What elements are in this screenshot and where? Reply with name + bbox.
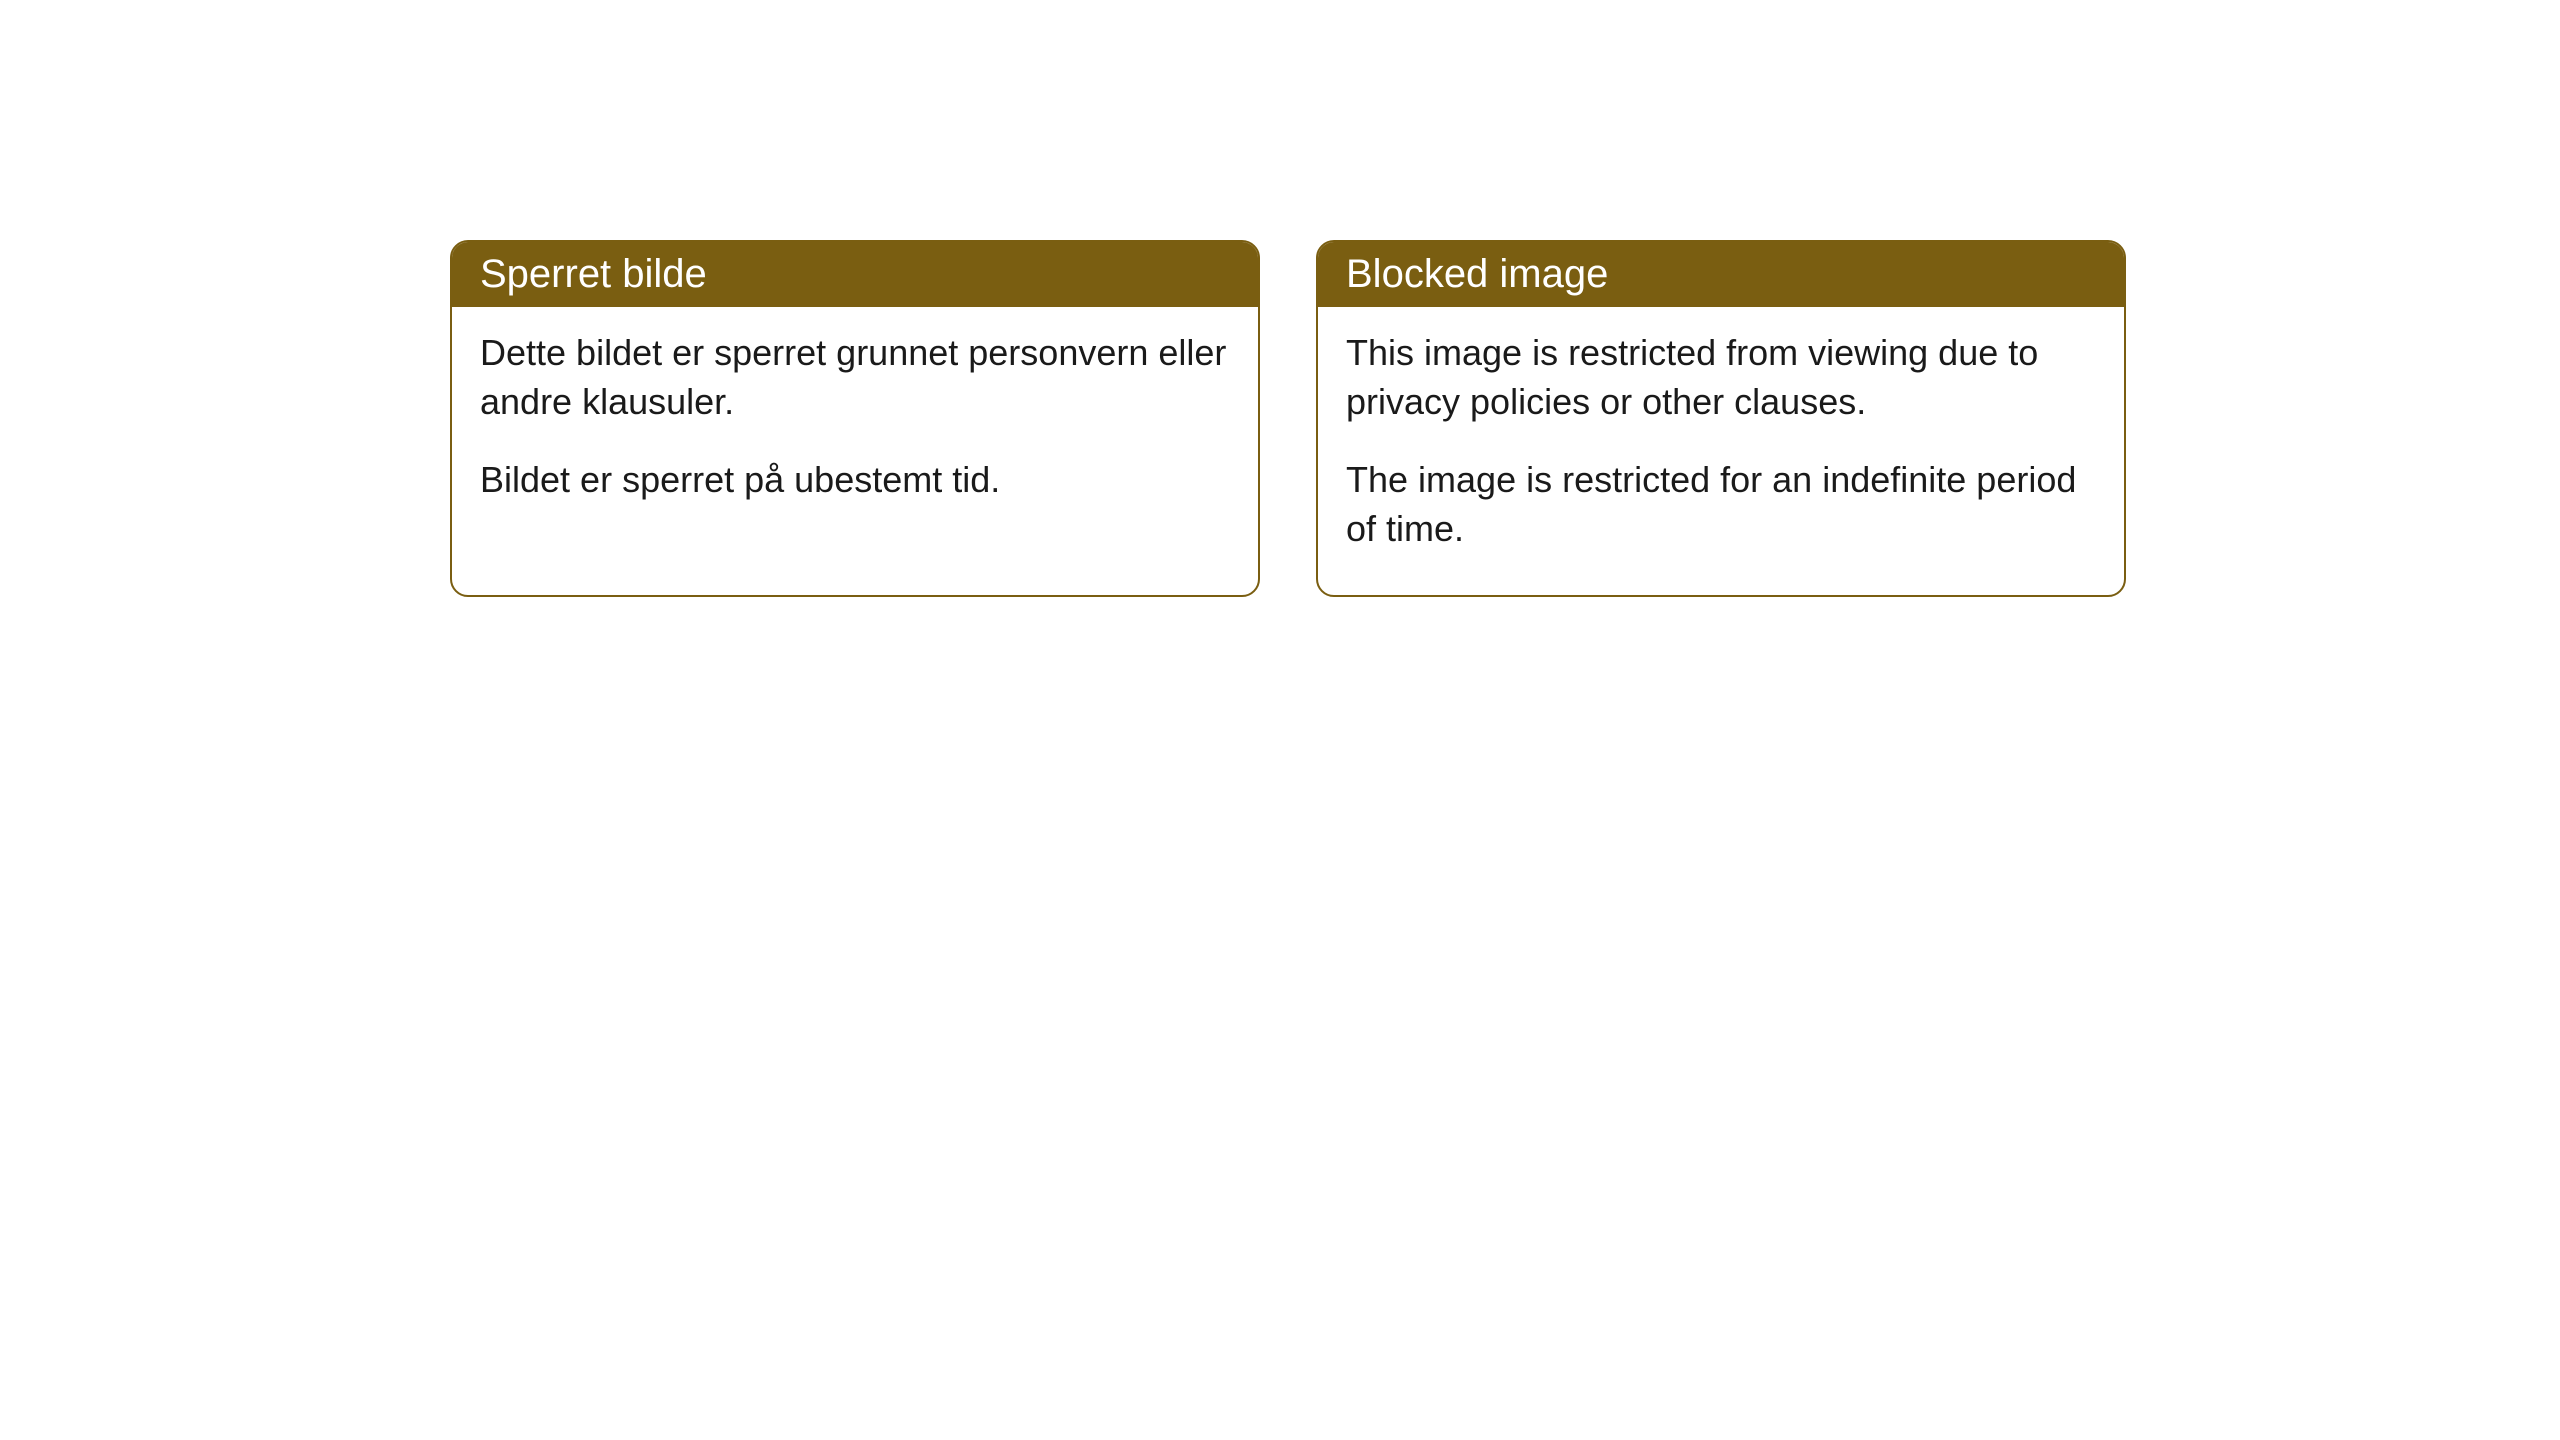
card-paragraph: This image is restricted from viewing du…	[1346, 329, 2096, 426]
notice-cards-container: Sperret bilde Dette bildet er sperret gr…	[450, 240, 2126, 597]
card-paragraph: Bildet er sperret på ubestemt tid.	[480, 456, 1230, 505]
card-body: Dette bildet er sperret grunnet personve…	[452, 307, 1258, 547]
card-paragraph: Dette bildet er sperret grunnet personve…	[480, 329, 1230, 426]
card-paragraph: The image is restricted for an indefinit…	[1346, 456, 2096, 553]
notice-card-norwegian: Sperret bilde Dette bildet er sperret gr…	[450, 240, 1260, 597]
card-header: Sperret bilde	[452, 242, 1258, 307]
card-body: This image is restricted from viewing du…	[1318, 307, 2124, 595]
card-header: Blocked image	[1318, 242, 2124, 307]
card-title: Blocked image	[1346, 252, 1608, 296]
card-title: Sperret bilde	[480, 252, 707, 296]
notice-card-english: Blocked image This image is restricted f…	[1316, 240, 2126, 597]
